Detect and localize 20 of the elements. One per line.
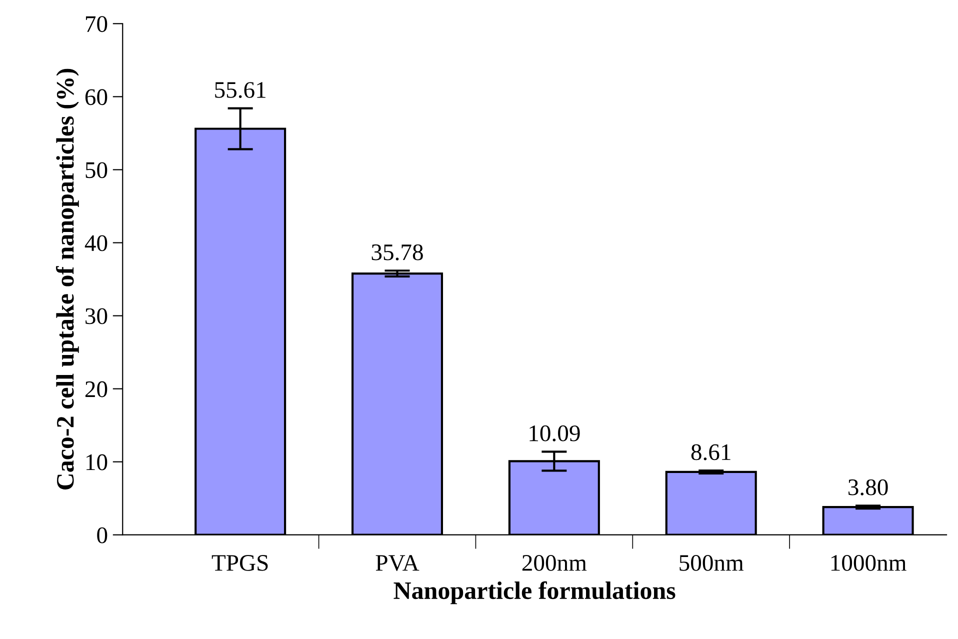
data-label: 55.61 bbox=[215, 82, 266, 98]
x-tick-label: PVA bbox=[376, 555, 420, 572]
y-tick-label: 40 bbox=[84, 235, 108, 252]
y-tick-label: 10 bbox=[86, 454, 108, 470]
x-tick-label: 200nm bbox=[522, 554, 587, 571]
y-axis-title: Caco-2 cell uptake of nanoparticles (%) bbox=[56, 68, 79, 490]
data-label: 8.61 bbox=[691, 444, 730, 460]
y-tick-label: 60 bbox=[85, 89, 108, 106]
x-tick-label: 1000nm bbox=[831, 554, 906, 571]
y-tick-label: 0 bbox=[97, 527, 108, 544]
x-axis-title: Nanoparticle formulations bbox=[394, 581, 676, 604]
x-tick-label: TPGS bbox=[212, 555, 268, 571]
y-tick-label: 30 bbox=[86, 308, 108, 324]
y-tick-label: 50 bbox=[86, 162, 108, 178]
data-label: 3.80 bbox=[848, 479, 888, 496]
x-tick-label: 500nm bbox=[680, 554, 744, 571]
data-label: 10.09 bbox=[530, 425, 580, 442]
y-tick-label: 20 bbox=[85, 381, 108, 398]
data-label: 35.78 bbox=[372, 244, 423, 260]
y-tick-label: 70 bbox=[86, 16, 108, 32]
